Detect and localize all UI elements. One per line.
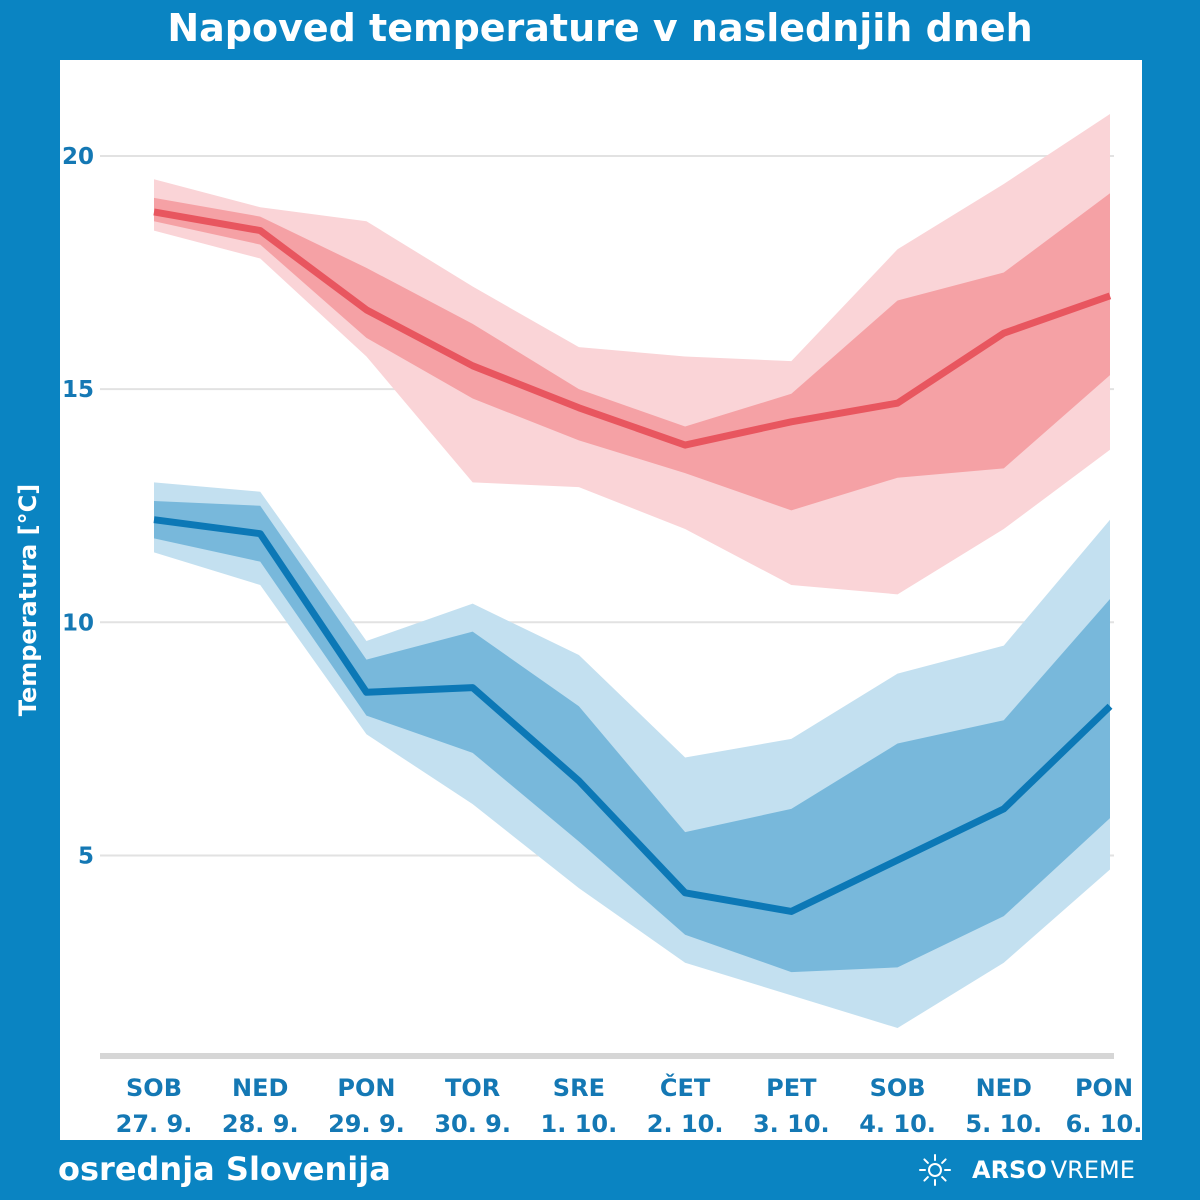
- min-inner-band: [154, 501, 1110, 973]
- max-inner-band: [154, 193, 1110, 511]
- y-tick-20: 20: [62, 144, 94, 170]
- region-label: osrednja Slovenija: [58, 1150, 391, 1188]
- y-tick-5: 5: [78, 843, 94, 869]
- temperature-chart: 5 10 15 20 SOB 27. 9. NED 28. 9. PON 29. 9. TOR 30…: [62, 113, 1142, 1138]
- x-tick-date-1: 28. 9.: [222, 1110, 299, 1138]
- x-tick-day-8: NED: [976, 1074, 1032, 1102]
- x-tick-date-5: 2. 10.: [647, 1110, 724, 1138]
- x-tick-day-9: PON: [1075, 1074, 1133, 1102]
- x-tick-day-7: SOB: [870, 1074, 926, 1102]
- x-tick-date-0: 27. 9.: [116, 1110, 193, 1138]
- x-tick-date-6: 3. 10.: [753, 1110, 830, 1138]
- x-tick-date-9: 6. 10.: [1066, 1110, 1142, 1138]
- forecast-bands: [154, 113, 1110, 1029]
- x-tick-labels: SOB 27. 9. NED 28. 9. PON 29. 9. TOR 30. 9. SRE 1…: [116, 1072, 1142, 1138]
- x-tick-day-2: PON: [337, 1074, 395, 1102]
- median-lines: [153, 208, 1113, 915]
- x-tick-day-0: SOB: [126, 1074, 182, 1102]
- y-axis-label: Temperatura [°C]: [14, 483, 42, 717]
- x-tick-day-1: NED: [232, 1074, 288, 1102]
- x-tick-date-2: 29. 9.: [328, 1110, 405, 1138]
- y-tick-15: 15: [62, 377, 94, 403]
- chart-title: Napoved temperature v naslednjih dneh: [167, 6, 1033, 50]
- arso-vreme-logo: ARSO VREME: [918, 1152, 1135, 1188]
- sun-icon: [919, 1154, 951, 1186]
- min-median-line: [153, 516, 1113, 915]
- x-tick-date-3: 30. 9.: [434, 1110, 511, 1138]
- max-median-line: [153, 208, 1112, 449]
- x-tick-date-4: 1. 10.: [541, 1110, 618, 1138]
- x-tick-day-6: PET: [766, 1074, 817, 1102]
- x-tick-day-5: ČET: [660, 1072, 711, 1102]
- x-tick-date-8: 5. 10.: [965, 1110, 1042, 1138]
- chart-panel: 5 10 15 20 SOB 27. 9. NED 28. 9. PON 29. 9. TOR 30…: [60, 60, 1142, 1140]
- brand-arso: ARSO: [972, 1156, 1047, 1184]
- y-tick-10: 10: [62, 610, 94, 636]
- brand-vreme: VREME: [1050, 1156, 1135, 1184]
- y-tick-labels: 5 10 15 20: [62, 144, 94, 870]
- x-tick-day-4: SRE: [553, 1074, 605, 1102]
- x-tick-day-3: TOR: [445, 1074, 500, 1102]
- x-tick-date-7: 4. 10.: [859, 1110, 936, 1138]
